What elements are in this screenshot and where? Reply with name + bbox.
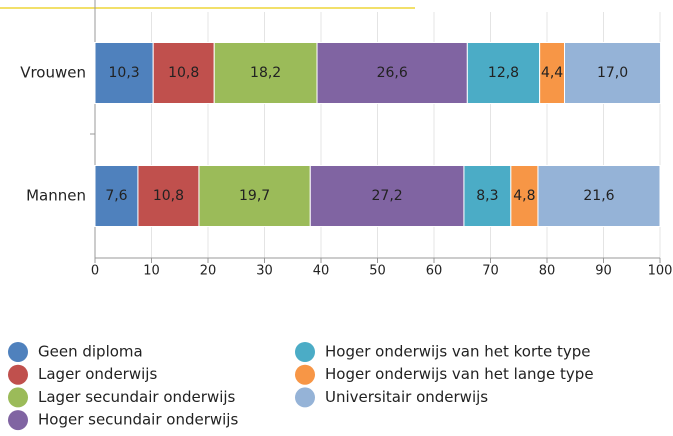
legend-label: Geen diploma [38,343,143,361]
legend-label: Hoger onderwijs van het lange type [325,365,594,383]
x-tick-label: 100 [648,264,673,279]
x-tick-label: 10 [143,264,160,279]
data-label: 10,3 [109,65,140,81]
x-tick-label: 70 [482,264,499,279]
bar-segment [564,42,662,104]
x-tick-label: 0 [91,264,99,279]
x-tick-label: 50 [369,264,386,279]
legend-marker [8,410,28,431]
data-label: 21,6 [583,188,614,204]
legend-label: Universitair onderwijs [325,388,488,406]
x-tick-label: 90 [595,264,612,279]
data-label: 12,8 [488,65,519,81]
data-label: 4,8 [513,188,535,204]
legend-label: Hoger onderwijs van het korte type [325,343,591,361]
legend-marker [8,342,28,362]
x-tick-label: 80 [539,264,556,279]
bar-segment [198,165,311,227]
legend-marker [295,364,315,385]
data-label: 10,8 [153,188,184,204]
bar-segment [316,42,468,104]
x-tick-label: 30 [256,264,273,279]
data-label: 17,0 [597,65,628,81]
legend-marker [295,342,315,362]
legend-marker [8,364,28,385]
x-tick-label: 40 [313,264,330,279]
data-label: 4,4 [541,65,563,81]
legend-marker [295,387,315,408]
bar-segment [94,165,139,227]
bar-segment [537,165,661,227]
bar-segment [94,42,154,104]
bar-segment [463,165,512,227]
x-tick-label: 60 [426,264,443,279]
y-tick-label: Vrouwen [20,64,86,82]
bar-segment [152,42,215,104]
x-tick-label: 20 [200,264,217,279]
data-label: 19,7 [239,188,270,204]
data-label: 27,2 [372,188,403,204]
data-label: 10,8 [168,65,199,81]
bar-segment [539,42,566,104]
bar-segment [213,42,318,104]
data-label: 18,2 [250,65,281,81]
y-tick-label: Mannen [26,187,86,205]
data-label: 26,6 [377,65,408,81]
data-label: 8,3 [476,188,498,204]
legend-marker [8,387,28,408]
legend-label: Lager secundair onderwijs [38,388,236,406]
data-label: 7,6 [105,188,127,204]
legend-label: Lager onderwijs [38,365,157,383]
bar-segment [510,165,539,227]
legend-label: Hoger secundair onderwijs [38,411,238,429]
bar-segment [309,165,465,227]
